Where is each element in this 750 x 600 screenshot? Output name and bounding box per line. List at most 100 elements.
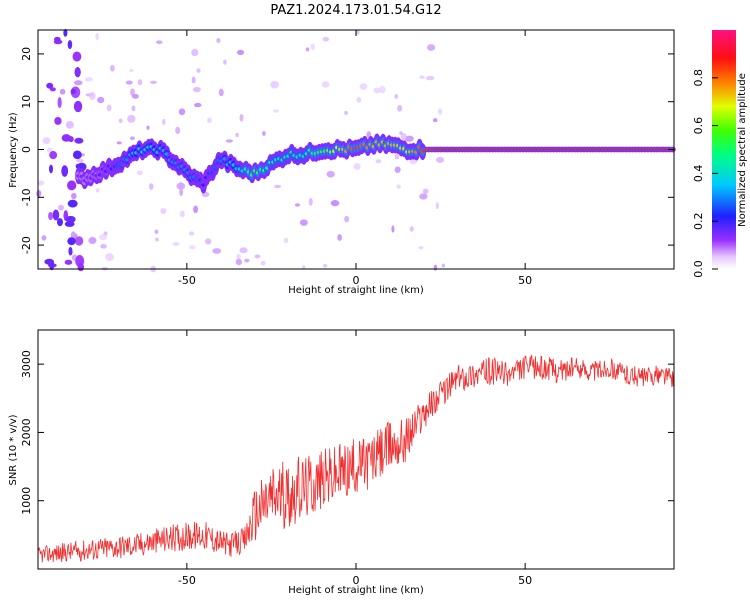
spectrogram-noise-cell <box>57 97 62 109</box>
figure-title: PAZ1.2024.173.01.54.G12 <box>270 3 441 18</box>
spectrogram-noise-cell <box>63 29 68 37</box>
spectrogram-noise-cell <box>179 210 185 218</box>
spectrogram-noise-cell <box>76 158 84 163</box>
spectrogram-noise-cell <box>99 233 107 241</box>
spectrogram-noise-cell <box>36 189 42 198</box>
spectrogram-noise-cell <box>330 200 340 207</box>
colorbar-label: Normalized spectral amplitude <box>737 73 748 227</box>
spectrogram-noise-cell <box>149 183 154 190</box>
spectrogram-noise-cell <box>344 110 348 116</box>
spectrogram-noise-cell <box>189 245 196 250</box>
spectrogram-noise-cell <box>396 184 401 189</box>
spectrogram-noise-cell <box>310 43 315 51</box>
spectrogram-noise-cell <box>127 115 136 123</box>
spectrogram-noise-cell <box>106 104 112 112</box>
spectrogram-noise-cell <box>225 139 233 143</box>
spectrogram-noise-cell <box>52 209 60 221</box>
spectrogram-noise-cell <box>125 80 133 85</box>
spectrogram-noise-cell <box>273 109 280 113</box>
spectrogram-noise-cell <box>193 86 201 93</box>
spectrogram-noise-cell <box>400 133 407 140</box>
spectrogram-noise-cell <box>136 170 143 176</box>
spectrogram-noise-cell <box>48 211 54 221</box>
spectrogram-noise-cell <box>427 44 436 51</box>
spectrogram-noise-cell <box>49 260 55 271</box>
spectrogram-noise-cell <box>132 93 139 99</box>
spectrogram-noise-cell <box>70 88 76 95</box>
spectrogram-noise-cell <box>68 246 73 256</box>
spectrogram-noise-cell <box>236 253 241 260</box>
spectrogram-noise-cell <box>109 65 115 72</box>
spectrogram-noise-cell <box>409 158 418 165</box>
spectrogram-noise-cell <box>172 242 180 246</box>
spectrogram-y-tick-label: 0 <box>20 146 33 153</box>
spectrogram-noise-cell <box>116 141 122 145</box>
spectrogram-noise-cell <box>375 159 382 164</box>
spectrogram-noise-cell <box>441 263 445 268</box>
spectrogram-noise-cell <box>326 170 335 178</box>
spectrogram-y-tick-label: 10 <box>20 95 33 109</box>
spectrogram-noise-cell <box>435 202 439 210</box>
spectrogram-noise-cell <box>74 236 84 246</box>
spectrogram-noise-cell <box>46 82 54 89</box>
spectrogram-noise-cell <box>218 88 224 97</box>
spectrogram-panel: -50 0 50 -20 -10 0 10 20 Height of straight li… <box>8 29 676 296</box>
spectrogram-noise-cell <box>57 218 63 227</box>
spectrogram-noise-cell <box>260 260 266 266</box>
spectrogram-noise-cell <box>394 153 400 160</box>
snr-y-tick-label: 1000 <box>20 487 33 515</box>
spectrogram-noise-cell <box>436 156 445 163</box>
spectrogram-noise-cell <box>235 258 243 266</box>
spectrogram-noise-cell <box>65 120 74 129</box>
spectrogram-noise-cell <box>373 87 381 94</box>
spectrogram-y-ticks: -20 -10 0 10 20 <box>20 47 674 254</box>
spectrogram-noise-cell <box>71 192 77 200</box>
spectrogram-noise-cell <box>244 258 250 263</box>
colorbar-gradient <box>712 30 736 269</box>
spectrogram-noise-cell <box>379 85 386 94</box>
spectrogram-y-tick-label: -20 <box>20 236 33 254</box>
spectrogram-noise-cell <box>356 96 362 103</box>
spectrogram-noise-cell <box>65 215 76 223</box>
spectrogram-noise-cell <box>67 40 73 50</box>
spectrogram-noise-cell <box>283 237 289 244</box>
spectrogram-noise-cell <box>394 94 398 99</box>
spectrogram-noise-cell <box>74 67 81 78</box>
spectrogram-noise-cell <box>41 235 47 241</box>
snr-y-ticks: 1000 2000 3000 <box>20 350 674 515</box>
spectrogram-noise-cell <box>89 92 96 100</box>
spectrogram-noise-cell <box>155 40 163 45</box>
spectrogram-noise-cell <box>188 231 195 236</box>
spectrogram-noise-cell <box>176 182 186 190</box>
spectrogram-noise-cell <box>235 132 239 138</box>
spectrogram-noise-cell <box>48 164 54 174</box>
spectrogram-noise-cell <box>355 29 360 35</box>
spectrogram-noise-cell <box>137 79 143 86</box>
spectrogram-noise-cell <box>37 180 45 186</box>
spectrogram-noise-cell <box>419 75 425 79</box>
spectrogram-noise-cell <box>59 88 66 95</box>
spectrogram-noise-cell <box>425 76 435 81</box>
colorbar: 0.0 0.2 0.4 0.6 0.8 Normalized spectral ampl… <box>692 30 748 278</box>
spectrogram-noise-cell <box>322 263 328 268</box>
spectrogram-noise-cell <box>100 244 107 249</box>
spectrogram-noise-cell <box>262 130 266 136</box>
spectrogram-noise-cell <box>359 83 368 90</box>
spectrogram-noise-cell <box>146 125 150 130</box>
spectrogram-noise-cell <box>433 264 438 271</box>
spectrogram-noise-cell <box>72 51 82 62</box>
colorbar-tick-label: 0.8 <box>692 69 705 87</box>
spectrogram-noise-cell <box>88 236 97 244</box>
spectrogram-noise-cell <box>61 165 69 177</box>
spectrogram-noise-cell <box>58 204 65 211</box>
spectrogram-noise-cell <box>95 33 99 41</box>
snr-panel: -50 0 50 1000 2000 3000 Height of straight l… <box>8 329 675 596</box>
spectrogram-noise-cell <box>223 59 227 65</box>
spectrogram-noise-cell <box>207 117 212 123</box>
spectrogram-noise-cell <box>77 262 85 272</box>
spectrogram-noise-cell <box>178 108 186 116</box>
spectrogram-noise-cell <box>54 118 60 124</box>
spectrogram-noise-cell <box>61 134 71 142</box>
spectrogram-noise-cell <box>337 234 342 241</box>
spectrogram-noise-cell <box>438 108 443 115</box>
